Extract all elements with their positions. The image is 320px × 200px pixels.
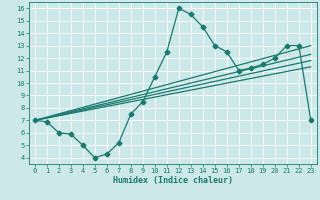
X-axis label: Humidex (Indice chaleur): Humidex (Indice chaleur) [113,176,233,185]
